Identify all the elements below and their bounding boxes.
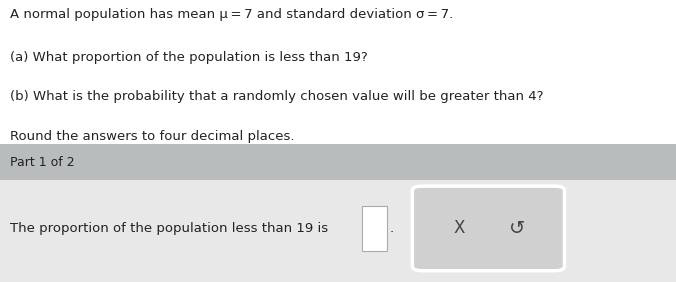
Text: X: X — [454, 219, 465, 237]
Text: The proportion of the population less than 19 is: The proportion of the population less th… — [10, 222, 329, 235]
FancyBboxPatch shape — [362, 206, 387, 251]
Text: ↺: ↺ — [509, 219, 526, 238]
FancyBboxPatch shape — [0, 0, 676, 144]
Text: Part 1 of 2: Part 1 of 2 — [10, 156, 75, 169]
FancyBboxPatch shape — [0, 144, 676, 282]
Text: A normal population has mean μ = 7 and standard deviation σ = 7.: A normal population has mean μ = 7 and s… — [10, 8, 454, 21]
Text: (a) What proportion of the population is less than 19?: (a) What proportion of the population is… — [10, 51, 368, 64]
Text: .: . — [390, 222, 394, 235]
Text: (b) What is the probability that a randomly chosen value will be greater than 4?: (b) What is the probability that a rando… — [10, 90, 544, 103]
FancyBboxPatch shape — [412, 186, 564, 271]
FancyBboxPatch shape — [0, 144, 676, 180]
Text: Round the answers to four decimal places.: Round the answers to four decimal places… — [10, 130, 295, 143]
